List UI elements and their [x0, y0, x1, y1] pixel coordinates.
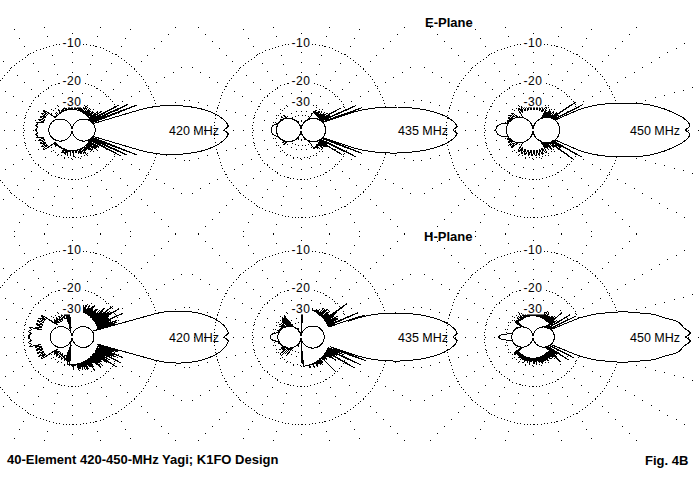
radiation-pattern-plots: -10-20-30420 MHz-10-20-30435 MHz-10-20-3… — [0, 0, 700, 480]
gain-ring-label: -30 — [524, 95, 543, 109]
gain-ring-label: -10 — [292, 36, 311, 50]
polar-plot-h-450: -10 -20 -30 450 MHz — [417, 234, 699, 441]
gain-ring-label: -20 — [292, 281, 311, 295]
gain-ring-label: -30 — [63, 302, 82, 316]
frequency-label: 450 MHz — [630, 124, 680, 138]
polar-plot-e-435: -10 -20 -30 435 MHz — [189, 27, 457, 234]
gain-ring-label: -10 — [63, 36, 82, 50]
polar-plot-h-435: -10 -20 -30 435 MHz — [189, 234, 457, 441]
gain-ring-label: -20 — [292, 74, 311, 88]
gain-ring-label: -20 — [524, 281, 543, 295]
frequency-label: 450 MHz — [630, 331, 680, 345]
gain-ring-label: -10 — [292, 243, 311, 257]
figure-4b: E-Plane H-Plane -10-20-30420 MHz-10-20-3… — [0, 0, 700, 480]
gain-ring-label: -20 — [63, 74, 82, 88]
frequency-label: 435 MHz — [398, 124, 448, 138]
gain-ring-label: -30 — [524, 302, 543, 316]
figure-number: Fig. 4B — [645, 453, 688, 468]
figure-caption: 40-Element 420-450-MHz Yagi; K1FO Design — [7, 452, 278, 467]
gain-ring-label: -10 — [63, 243, 82, 257]
gain-ring-label: -30 — [292, 95, 311, 109]
gain-ring-label: -30 — [63, 95, 82, 109]
gain-ring-label: -20 — [63, 281, 82, 295]
frequency-label: 435 MHz — [398, 331, 448, 345]
gain-ring-label: -10 — [524, 243, 543, 257]
gain-ring-label: -20 — [524, 74, 543, 88]
gain-ring-label: -30 — [292, 302, 311, 316]
gain-ring-label: -10 — [524, 36, 543, 50]
polar-plot-e-450: -10 -20 -30 450 MHz — [417, 27, 699, 234]
